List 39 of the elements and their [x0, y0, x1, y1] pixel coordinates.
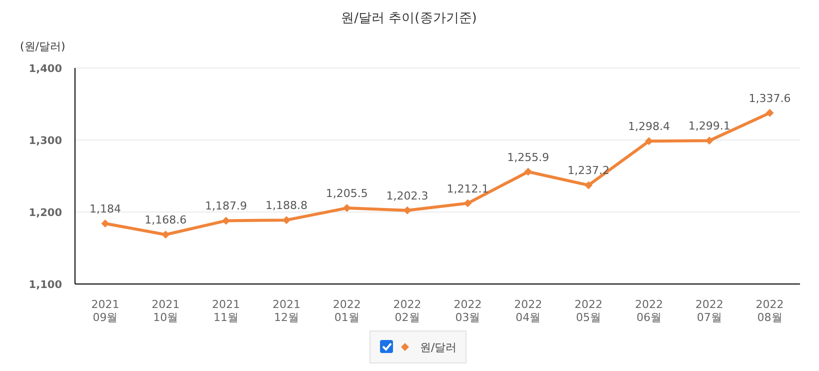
y-tick-label: 1,400 [28, 63, 62, 75]
x-tick-label: 2022 07월 [695, 298, 724, 324]
data-label: 1,298.4 [628, 120, 670, 134]
y-axis-title: (원/달러) [20, 40, 66, 53]
x-tick-label: 2022 05월 [574, 298, 603, 324]
x-tick-label: 2021 10월 [152, 298, 180, 324]
data-label: 1,168.6 [144, 214, 187, 227]
point [524, 168, 532, 176]
x-tick-label: 2022 06월 [634, 298, 663, 324]
x-tick-label: 2021 09월 [91, 298, 120, 324]
y-tick-label: 1,100 [28, 279, 62, 291]
point [101, 220, 110, 228]
point [464, 199, 472, 208]
x-tick-label: 2022 04월 [514, 298, 542, 324]
point [162, 230, 170, 239]
point [644, 137, 653, 146]
y-tick-label: 1,200 [28, 207, 62, 219]
x-tick-label: 2021 11월 [212, 298, 240, 324]
legend-label: 원/달러 [420, 341, 457, 354]
data-label: 1,212.1 [446, 182, 489, 196]
data-label: 1,187.9 [205, 200, 248, 213]
data-label: 1,188.8 [265, 199, 308, 212]
data-label: 1,299.1 [688, 120, 730, 133]
x-tick-label: 2021 12월 [272, 298, 300, 324]
data-label: 1,202.3 [386, 189, 428, 202]
point [584, 181, 593, 190]
x-tick-label: 2022 03월 [454, 298, 482, 324]
legend: 원/달러 [370, 330, 466, 364]
point [342, 204, 351, 212]
x-tick-label: 2022 08월 [756, 298, 784, 324]
data-label: 1,255.9 [507, 150, 550, 164]
chart-title: 원/달러 추이(종가기준) [341, 11, 477, 26]
x-tick-label: 2022 01월 [332, 298, 361, 324]
point [766, 108, 774, 117]
data-label: 1,205.5 [326, 187, 368, 200]
x-tick-label: 2022 02월 [393, 298, 422, 324]
data-label: 1,184 [89, 202, 121, 216]
y-tick-label: 1,300 [28, 135, 62, 147]
data-label: 1,337.6 [748, 92, 791, 105]
